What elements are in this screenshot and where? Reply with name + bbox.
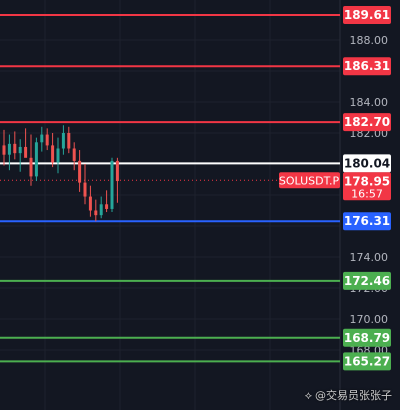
- level-label: 180.04: [344, 156, 390, 170]
- last-price-box: [343, 172, 391, 201]
- candle-body: [24, 146, 28, 158]
- level-label: 176.31: [344, 214, 390, 228]
- y-tick-label: 170.00: [350, 313, 389, 326]
- candle-body: [40, 134, 44, 143]
- candle-body: [115, 160, 119, 182]
- level-label: 189.61: [344, 8, 390, 22]
- candle-body: [29, 157, 33, 177]
- candle-body: [78, 160, 82, 183]
- y-tick-label: 184.00: [350, 96, 389, 109]
- level-label: 186.31: [344, 59, 390, 73]
- level-label-box: [343, 271, 391, 290]
- candle-body: [88, 196, 92, 211]
- level-label-box: [343, 212, 391, 231]
- candle-body: [7, 143, 11, 155]
- level-label-box: [343, 154, 391, 173]
- share-icon: ⟡: [304, 389, 312, 402]
- countdown-label: 16:57: [351, 187, 383, 200]
- y-tick-label: 188.00: [350, 34, 389, 47]
- candle-body: [67, 133, 71, 149]
- symbol-tag: SOLUSDT.P: [279, 174, 340, 187]
- candle-body: [72, 148, 76, 161]
- candle-body: [83, 182, 87, 197]
- level-label: 165.27: [344, 354, 390, 368]
- level-label-box: [343, 328, 391, 347]
- level-label-box: [343, 352, 391, 371]
- last-price-label: 178.95: [344, 174, 390, 188]
- candle-body: [51, 145, 55, 163]
- candle-body: [45, 134, 49, 146]
- level-label: 182.70: [344, 115, 390, 129]
- candle-body: [56, 148, 60, 163]
- level-label-box: [343, 57, 391, 76]
- candle-body: [110, 160, 114, 209]
- symbol-tag-box: [279, 172, 340, 189]
- candle-body: [105, 204, 109, 209]
- candle-body: [94, 210, 98, 216]
- watermark-text: @交易员张张子: [315, 389, 392, 402]
- candle-body: [13, 143, 17, 154]
- candle-body: [61, 133, 65, 149]
- candle-body: [99, 204, 103, 216]
- candle-body: [2, 145, 6, 155]
- candle-body: [18, 146, 22, 154]
- level-label: 168.79: [344, 331, 390, 345]
- watermark: ⟡ @交易员张张子: [305, 387, 392, 403]
- level-label: 172.46: [344, 274, 390, 288]
- candle-body: [34, 142, 38, 177]
- level-label-box: [343, 6, 391, 25]
- level-label-box: [343, 113, 391, 132]
- y-tick-label: 174.00: [350, 251, 389, 264]
